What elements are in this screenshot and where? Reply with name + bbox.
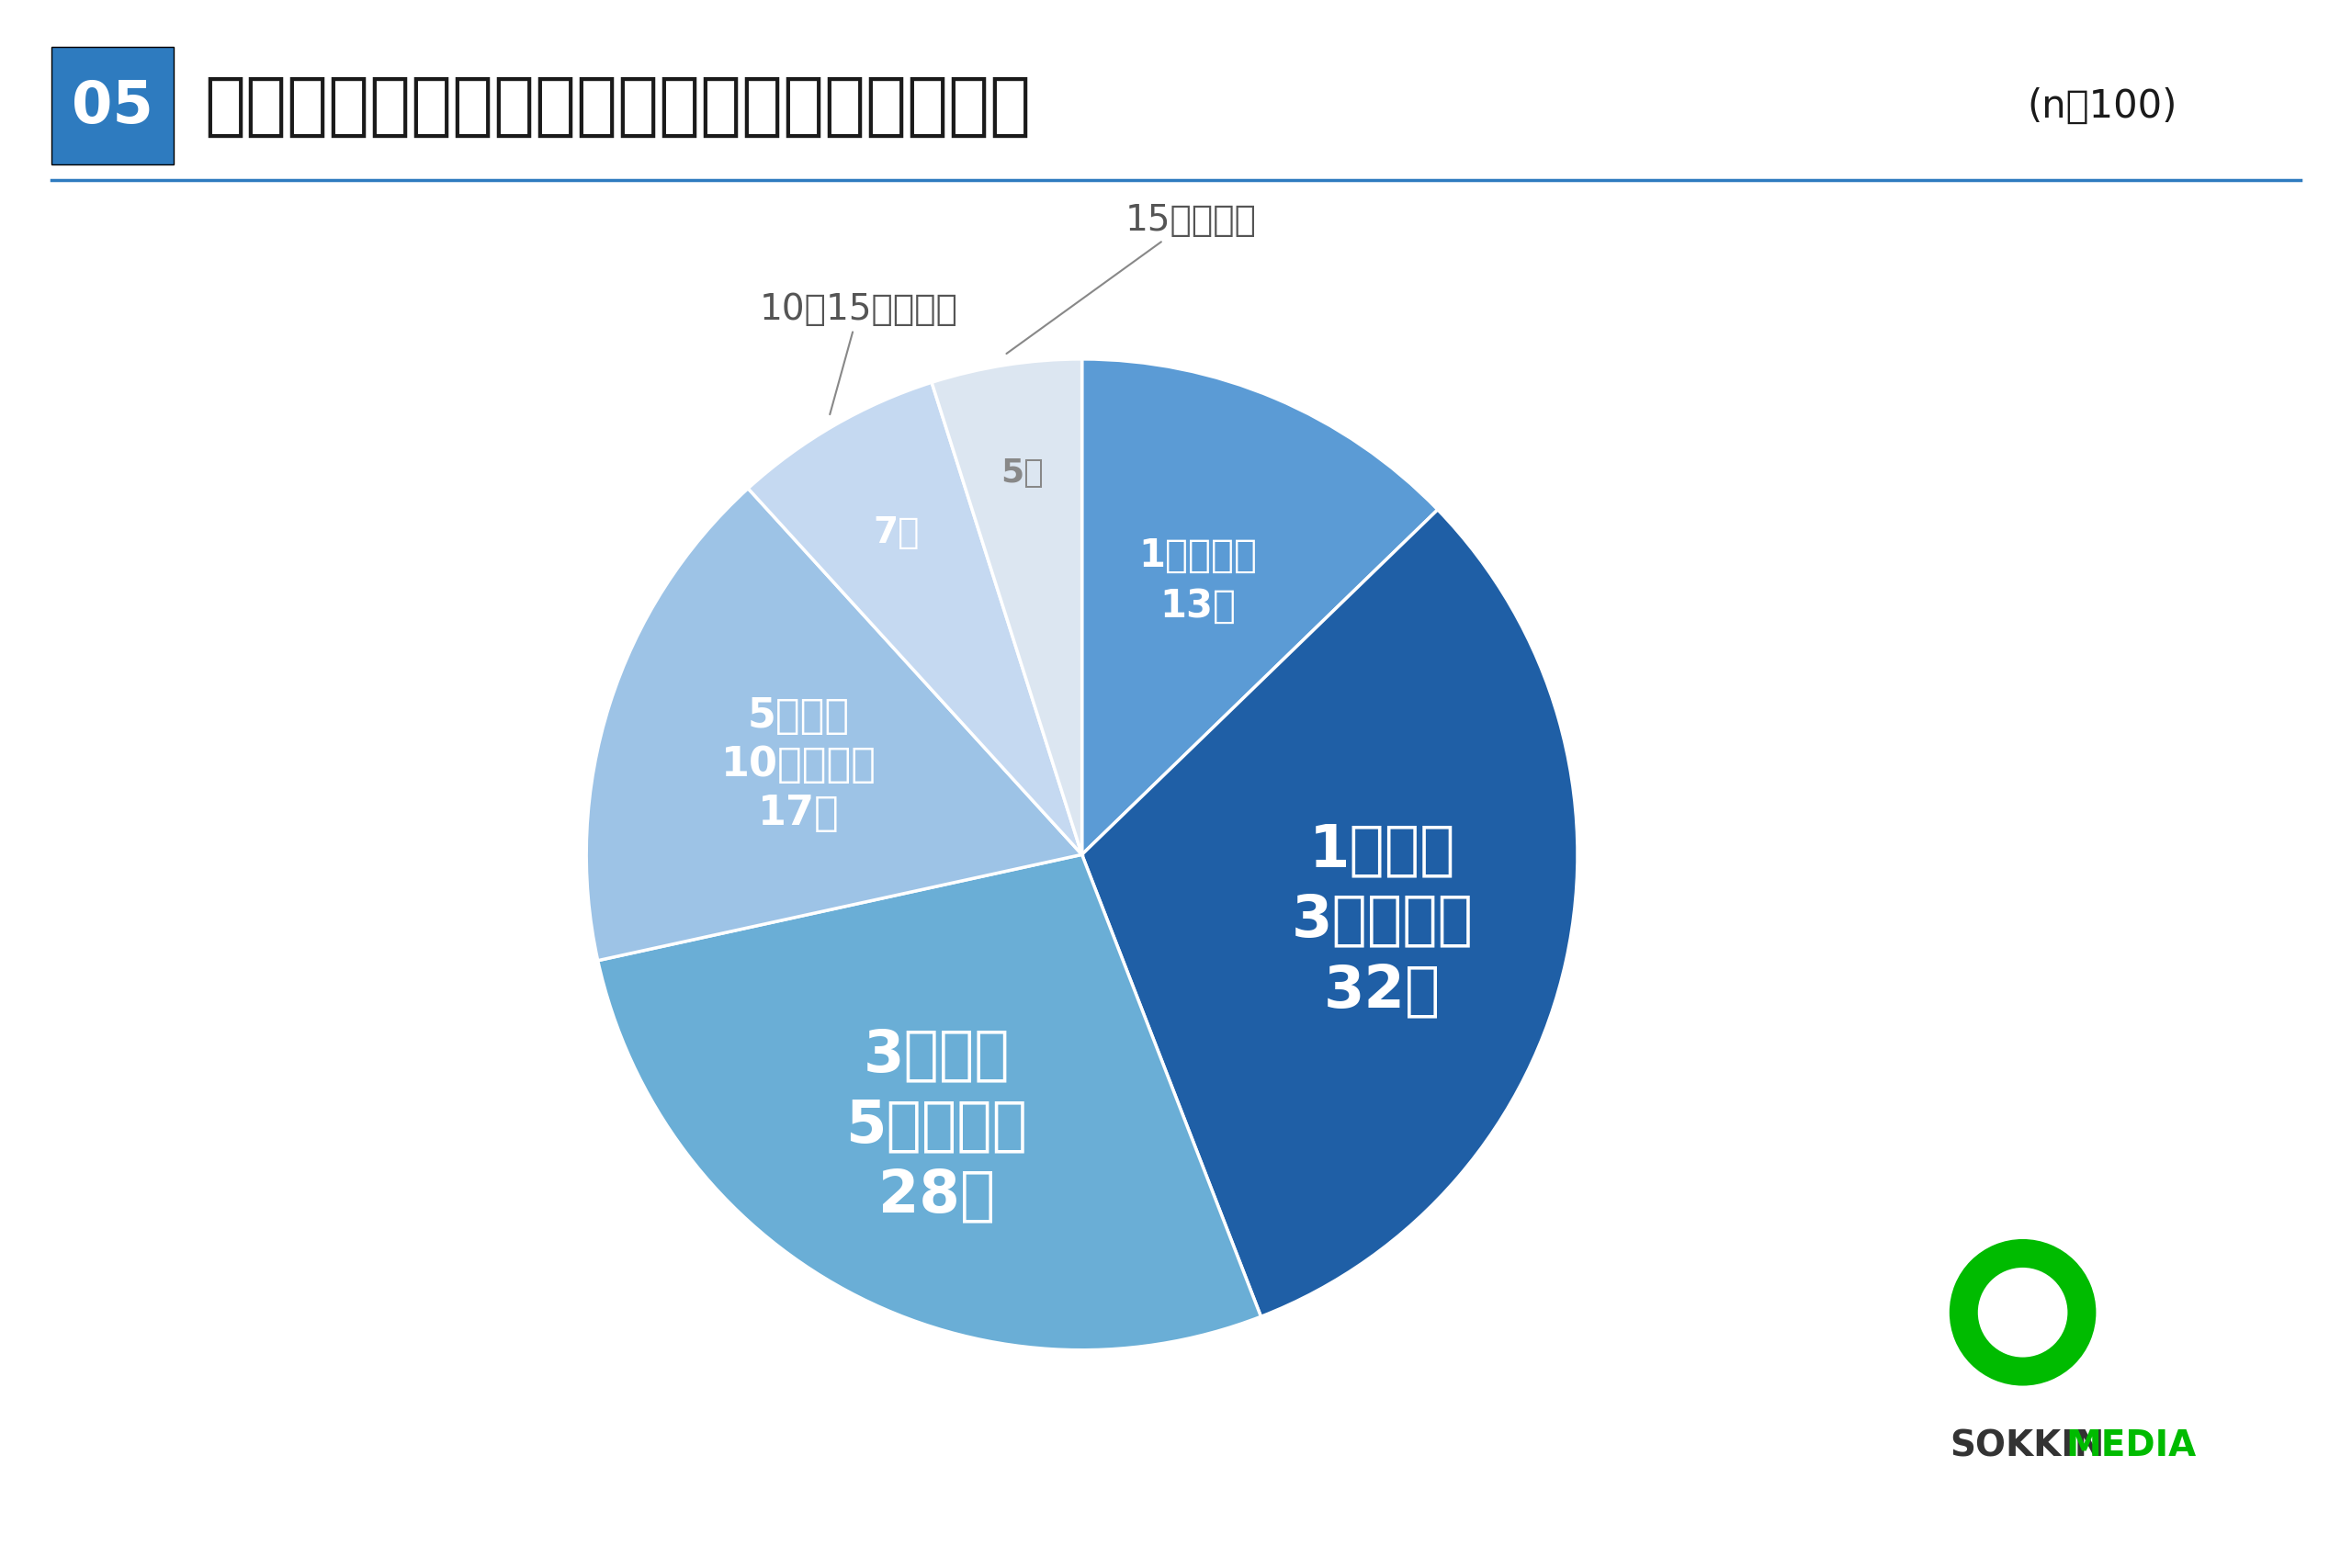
Text: 1万円未満
13％: 1万円未満 13％ <box>1138 536 1256 626</box>
Wedge shape <box>1082 510 1578 1317</box>
Text: 7％: 7％ <box>873 516 920 550</box>
Text: 05: 05 <box>73 78 153 135</box>
Wedge shape <box>748 383 1082 855</box>
Text: 5％: 5％ <box>1002 456 1044 488</box>
Wedge shape <box>597 855 1261 1350</box>
Text: 1万円～
3万円未満
32％: 1万円～ 3万円未満 32％ <box>1291 822 1472 1019</box>
Text: (n＝100): (n＝100) <box>2027 88 2178 125</box>
Text: 5万円～
10万円未満
17％: 5万円～ 10万円未満 17％ <box>722 696 877 833</box>
Text: SOKKIN: SOKKIN <box>1950 1428 2105 1463</box>
Text: MEDIA: MEDIA <box>2065 1428 2197 1463</box>
Text: 3万円～
5万円未満
28％: 3万円～ 5万円未満 28％ <box>847 1027 1028 1225</box>
Wedge shape <box>1082 359 1437 855</box>
Wedge shape <box>586 488 1082 961</box>
Text: 10～15万円未満: 10～15万円未満 <box>760 292 957 414</box>
Text: 15万円以上: 15万円以上 <box>1007 202 1256 354</box>
Text: 毎月自由に使えるお金はいくら程度ですか？: 毎月自由に使えるお金はいくら程度ですか？ <box>205 74 1033 140</box>
Wedge shape <box>931 359 1082 855</box>
